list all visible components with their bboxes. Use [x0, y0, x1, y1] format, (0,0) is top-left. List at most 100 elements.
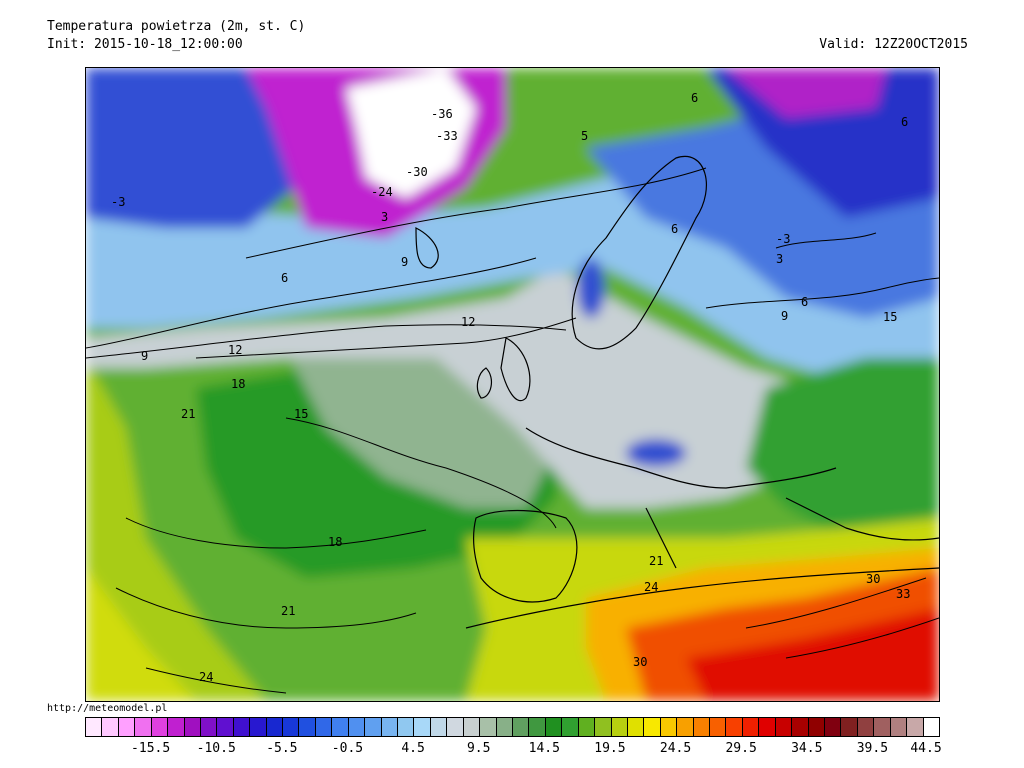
contour-label: 24	[644, 580, 658, 594]
legend-tick-label: -0.5	[331, 741, 364, 756]
contour-label: 6	[801, 295, 808, 309]
legend-swatch	[545, 718, 563, 736]
legend-swatch	[365, 718, 382, 736]
legend-swatch	[627, 718, 645, 736]
legend-swatch	[710, 718, 727, 736]
turkey-coast	[785, 497, 939, 541]
valid-time: Valid: 12Z20OCT2015	[819, 37, 968, 52]
legend-tick-label: 34.5	[791, 741, 823, 756]
field-darkblue-ne	[706, 68, 939, 218]
contour-label: 30	[633, 655, 647, 669]
contour-label: 9	[141, 349, 148, 363]
legend-swatch	[562, 718, 579, 736]
legend-swatch	[480, 718, 497, 736]
legend-swatch	[857, 718, 875, 736]
isotherm-line	[86, 257, 537, 349]
isotherm-lines	[86, 167, 939, 694]
legend-swatch	[299, 718, 316, 736]
legend-swatch	[398, 718, 415, 736]
field-red-africa	[686, 608, 939, 701]
legend-swatch	[348, 718, 366, 736]
isotherm-line	[145, 667, 287, 694]
contour-label: 18	[231, 377, 245, 391]
isotherm-line	[195, 317, 577, 359]
scandinavia-coast	[571, 155, 707, 350]
legend-swatch	[250, 718, 267, 736]
legend-swatch	[283, 718, 300, 736]
legend-swatch	[824, 718, 842, 736]
legend-swatch	[578, 718, 596, 736]
contour-label: 6	[281, 271, 288, 285]
field-magenta-arctic	[726, 68, 886, 118]
contour-label: 21	[649, 554, 663, 568]
legend-swatch	[200, 718, 218, 736]
contour-label: 24	[199, 670, 213, 684]
legend-swatch	[611, 718, 628, 736]
contour-label: 15	[883, 310, 897, 324]
legend-swatch	[512, 718, 530, 736]
isotherm-line	[745, 577, 927, 629]
field-greenland-icecap	[346, 68, 476, 198]
field-yellowgreen-west	[86, 358, 266, 701]
temperature-map-canvas: -36 -33 -30 -24 -3 -3 3 3 5 6 6 6 6 6 9 …	[86, 68, 939, 701]
field-lightgray	[86, 268, 939, 508]
legend-swatch	[677, 718, 694, 736]
contour-label: -24	[371, 185, 393, 199]
contour-label: 15	[294, 407, 308, 421]
contour-label: 6	[691, 91, 698, 105]
legend-swatch	[217, 718, 234, 736]
legend-tick-label: 14.5	[528, 741, 560, 756]
isotherm-line	[115, 587, 417, 629]
contour-label: 5	[581, 129, 588, 143]
legend-swatch	[86, 718, 103, 736]
legend-swatch	[808, 718, 825, 736]
legend-tick-label: -5.5	[266, 741, 298, 756]
legend-swatch	[742, 718, 760, 736]
legend-swatch	[874, 718, 891, 736]
legend-tick-label: 29.5	[725, 741, 757, 756]
legend-swatch	[151, 718, 169, 736]
isotherm-line	[86, 324, 567, 359]
legend-swatch	[792, 718, 809, 736]
legend-swatch	[463, 718, 481, 736]
isotherm-line	[775, 232, 877, 249]
legend-tick-label: 9.5	[466, 741, 491, 756]
contour-label: 18	[328, 535, 342, 549]
legend-swatch	[644, 718, 661, 736]
ireland-coast	[476, 367, 493, 399]
contour-label: 12	[461, 315, 475, 329]
legend-tick-label: 39.5	[856, 741, 889, 756]
isotherm-line	[705, 277, 939, 309]
legend-swatch	[332, 718, 349, 736]
iceland-coast	[415, 227, 439, 269]
isotherm-line	[245, 167, 707, 259]
legend-tick-label: 44.5	[910, 741, 942, 756]
contour-label: 30	[866, 572, 880, 586]
legend-tick-label: 4.5	[401, 741, 425, 756]
contour-label: 6	[901, 115, 908, 129]
coastlines	[415, 155, 939, 629]
field-norway-cold	[577, 258, 605, 318]
legend-swatch	[118, 718, 136, 736]
color-legend-bar	[85, 717, 940, 737]
iberia-coast	[472, 509, 578, 603]
legend-tick-label: -10.5	[196, 741, 236, 756]
legend-swatch	[102, 718, 119, 736]
legend-swatch	[923, 718, 939, 736]
isotherm-line	[285, 417, 557, 529]
map-title: Temperatura powietrza (2m, st. C)	[47, 19, 306, 34]
legend-swatch	[529, 718, 546, 736]
source-url[interactable]: http://meteomodel.pl	[47, 703, 168, 714]
legend-swatch	[414, 718, 431, 736]
temperature-map: -36 -33 -30 -24 -3 -3 3 3 5 6 6 6 6 6 9 …	[85, 67, 940, 702]
contour-label: -30	[406, 165, 428, 179]
legend-swatch	[447, 718, 464, 736]
contour-label: 3	[776, 252, 783, 266]
italy-coast	[645, 507, 677, 569]
legend-swatch	[266, 718, 284, 736]
contour-label: 21	[281, 604, 295, 618]
contour-label: -3	[111, 195, 125, 209]
legend-swatch	[496, 718, 513, 736]
legend-swatch	[595, 718, 612, 736]
legend-swatch	[759, 718, 776, 736]
